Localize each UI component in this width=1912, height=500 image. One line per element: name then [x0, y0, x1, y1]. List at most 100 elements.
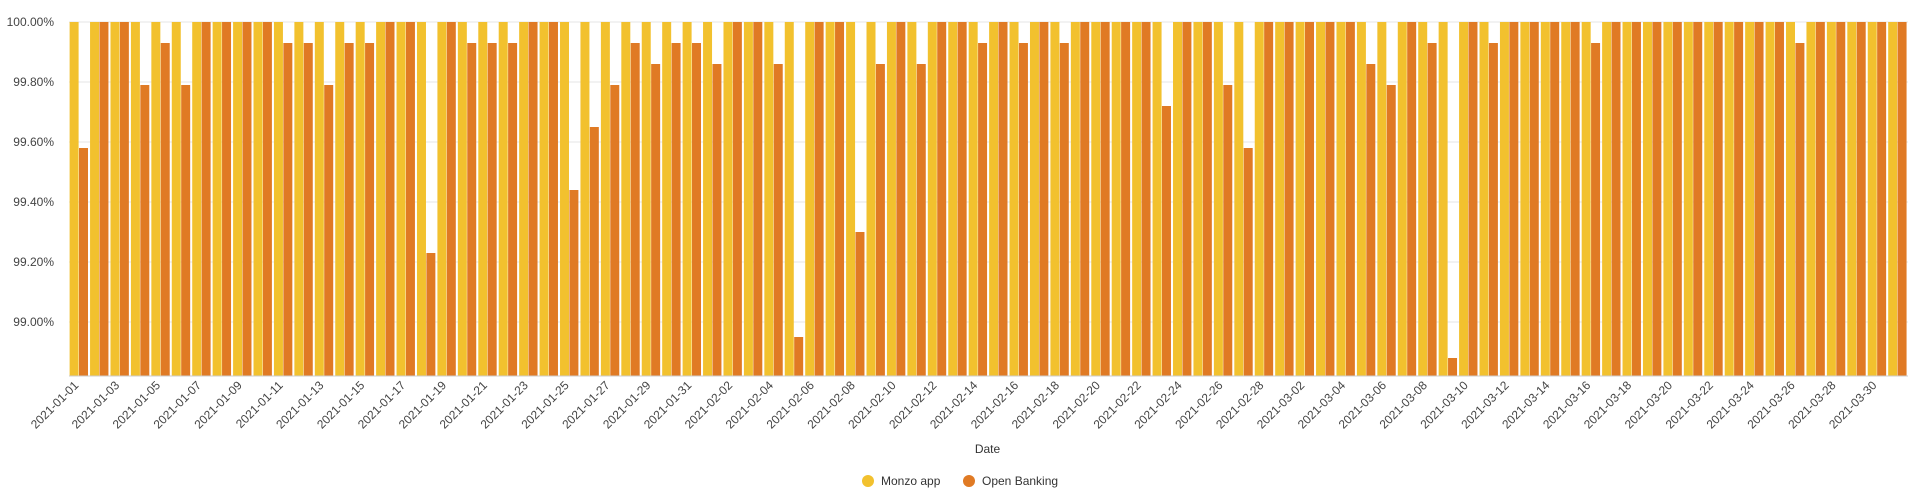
bar-monzo-app: [171, 22, 181, 376]
bar-open-banking: [896, 22, 906, 376]
bar-monzo-app: [1295, 22, 1305, 376]
bar-monzo-app: [355, 22, 365, 376]
bar-monzo-app: [927, 22, 937, 376]
bar-monzo-app: [294, 22, 304, 376]
bar-open-banking: [385, 22, 395, 376]
bar-monzo-app: [396, 22, 406, 376]
bar-open-banking: [814, 22, 824, 376]
bar-open-banking: [1774, 22, 1784, 376]
bar-open-banking: [1448, 358, 1458, 376]
bar-open-banking: [1754, 22, 1764, 376]
bar-monzo-app: [641, 22, 651, 376]
bar-open-banking: [160, 43, 170, 376]
bar-open-banking: [1407, 22, 1417, 376]
y-tick-label: 99.20%: [13, 255, 54, 269]
bars: [69, 22, 1907, 376]
bar-monzo-app: [151, 22, 161, 376]
bar-open-banking: [1427, 43, 1437, 376]
bar-monzo-app: [376, 22, 386, 376]
bar-monzo-app: [621, 22, 631, 376]
bar-monzo-app: [1826, 22, 1836, 376]
bar-open-banking: [426, 253, 436, 376]
bar-open-banking: [978, 43, 988, 376]
bar-open-banking: [1550, 22, 1560, 376]
bar-open-banking: [773, 64, 783, 376]
bar-monzo-app: [110, 22, 120, 376]
bar-monzo-app: [1254, 22, 1264, 376]
bar-monzo-app: [1009, 22, 1019, 376]
bar-monzo-app: [478, 22, 488, 376]
bar-monzo-app: [1213, 22, 1223, 376]
bar-open-banking: [1570, 22, 1580, 376]
bar-open-banking: [875, 64, 885, 376]
bar-monzo-app: [600, 22, 610, 376]
bar-monzo-app: [1704, 22, 1714, 376]
bar-monzo-app: [1091, 22, 1101, 376]
bar-monzo-app: [1397, 22, 1407, 376]
bar-open-banking: [1509, 22, 1519, 376]
bar-open-banking: [405, 22, 415, 376]
bar-open-banking: [1264, 22, 1274, 376]
bar-monzo-app: [948, 22, 958, 376]
bar-open-banking: [1795, 43, 1805, 376]
bar-open-banking: [1284, 22, 1294, 376]
bar-monzo-app: [1070, 22, 1080, 376]
bar-monzo-app: [1275, 22, 1285, 376]
bar-monzo-app: [1418, 22, 1428, 376]
bar-monzo-app: [253, 22, 263, 376]
bar-open-banking: [1059, 43, 1069, 376]
bar-monzo-app: [1867, 22, 1877, 376]
bar-open-banking: [446, 22, 456, 376]
bar-open-banking: [1080, 22, 1090, 376]
y-axis-ticks: 99.00% 99.20% 99.40% 99.60% 99.80% 100.00%: [7, 15, 55, 329]
bar-monzo-app: [784, 22, 794, 376]
bar-open-banking: [1652, 22, 1662, 376]
bar-open-banking: [1325, 22, 1335, 376]
bar-open-banking: [712, 64, 722, 376]
bar-monzo-app: [580, 22, 590, 376]
bar-monzo-app: [1602, 22, 1612, 376]
legend-label-open-banking: Open Banking: [982, 474, 1058, 488]
bar-monzo-app: [1316, 22, 1326, 376]
bar-monzo-app: [907, 22, 917, 376]
bar-monzo-app: [682, 22, 692, 376]
bar-monzo-app: [314, 22, 324, 376]
bar-open-banking: [753, 22, 763, 376]
bar-monzo-app: [1193, 22, 1203, 376]
bar-monzo-app: [539, 22, 549, 376]
bar-monzo-app: [437, 22, 447, 376]
bar-monzo-app: [335, 22, 345, 376]
bar-open-banking: [79, 148, 89, 376]
y-tick-label: 99.80%: [13, 75, 54, 89]
bar-open-banking: [1488, 43, 1498, 376]
bar-open-banking: [794, 337, 804, 376]
bar-open-banking: [201, 22, 211, 376]
legend: Monzo app Open Banking: [862, 474, 1058, 488]
legend-label-monzo-app: Monzo app: [881, 474, 941, 488]
bar-monzo-app: [1173, 22, 1183, 376]
bar-monzo-app: [1520, 22, 1530, 376]
bar-open-banking: [1243, 148, 1253, 376]
bar-open-banking: [1672, 22, 1682, 376]
bar-open-banking: [671, 43, 681, 376]
bar-open-banking: [1100, 22, 1110, 376]
bar-open-banking: [528, 22, 538, 376]
bar-open-banking: [1693, 22, 1703, 376]
bar-open-banking: [610, 85, 620, 376]
bar-monzo-app: [1622, 22, 1632, 376]
bar-open-banking: [1223, 85, 1233, 376]
bar-open-banking: [569, 190, 579, 376]
bar-open-banking: [1529, 22, 1539, 376]
x-axis-ticks: 2021-01-012021-01-032021-01-052021-01-07…: [28, 378, 1880, 432]
bar-open-banking: [262, 22, 272, 376]
bar-open-banking: [835, 22, 845, 376]
y-tick-label: 100.00%: [7, 15, 55, 29]
bar-monzo-app: [1847, 22, 1857, 376]
bar-open-banking: [1713, 22, 1723, 376]
bar-monzo-app: [1642, 22, 1652, 376]
bar-open-banking: [1366, 64, 1376, 376]
bar-open-banking: [589, 127, 599, 376]
bar-monzo-app: [1786, 22, 1796, 376]
bar-monzo-app: [130, 22, 140, 376]
gridlines: [69, 21, 1908, 323]
